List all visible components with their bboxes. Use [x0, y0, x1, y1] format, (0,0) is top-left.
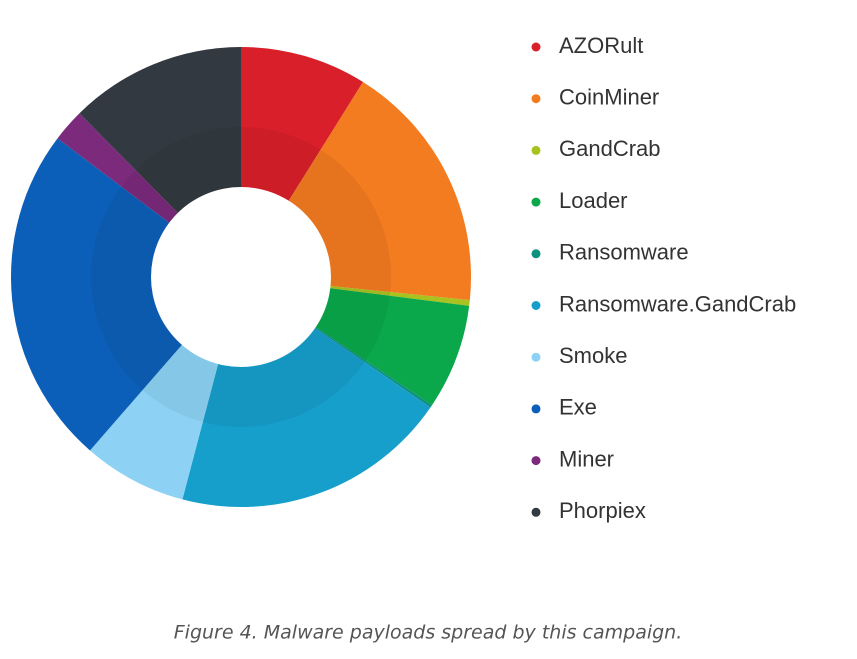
legend-marker	[531, 352, 541, 362]
legend-marker	[531, 42, 541, 52]
legend-marker	[531, 145, 541, 155]
legend-label: Loader	[559, 188, 628, 213]
legend-label: Miner	[559, 446, 614, 471]
legend-marker	[531, 249, 541, 259]
donut-hole	[151, 187, 331, 367]
legend-label: Ransomware.GandCrab	[559, 291, 796, 316]
slice	[11, 138, 242, 451]
legend-marker	[531, 301, 541, 310]
legend-marker	[531, 197, 541, 207]
legend-marker	[531, 94, 541, 104]
legend-label: Ransomware	[559, 240, 689, 265]
legend-marker	[531, 456, 541, 466]
legend-label: AZORult	[559, 33, 643, 58]
legend-label: Smoke	[559, 343, 627, 368]
legend-marker	[531, 507, 541, 517]
legend-marker	[531, 404, 541, 414]
legend-label: GandCrab	[559, 136, 661, 161]
legend: AZORult CoinMiner GandCrab Loader Ransomware…	[531, 33, 796, 523]
legend-label: CoinMiner	[559, 85, 659, 110]
caption: Figure 4. Malware payloads spread by thi…	[174, 622, 683, 644]
legend-label: Exe	[559, 395, 597, 420]
legend-label: Phorpiex	[559, 498, 646, 523]
